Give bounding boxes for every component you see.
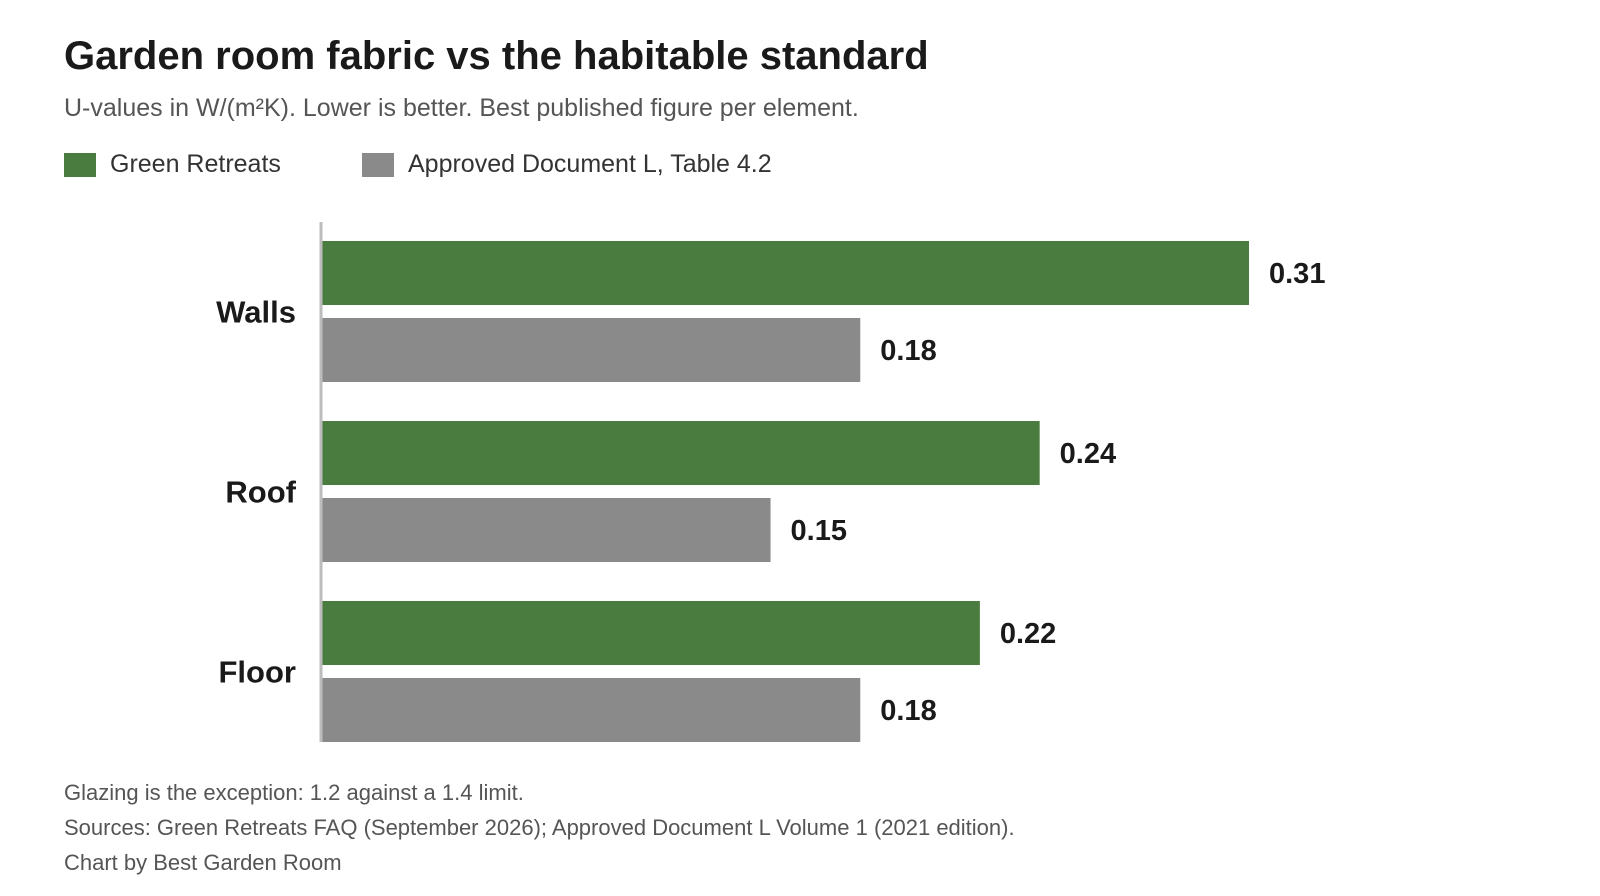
value-label-floor-approved-document-l-table-4-2: 0.18 xyxy=(880,695,936,727)
footnote-glazing: Glazing is the exception: 1.2 against a … xyxy=(64,780,524,805)
value-label-roof-approved-document-l-table-4-2: 0.15 xyxy=(791,515,847,547)
legend-item-approved-document-l: Approved Document L, Table 4.2 xyxy=(362,150,772,179)
bar-floor-approved-document-l-table-4-2 xyxy=(322,678,861,742)
legend-swatch-approved-document-l xyxy=(362,152,394,177)
bars-group xyxy=(322,241,1249,742)
legend-label-approved-document-l: Approved Document L, Table 4.2 xyxy=(408,150,772,178)
bar-roof-approved-document-l-table-4-2 xyxy=(322,498,771,562)
footnote-sources: Sources: Green Retreats FAQ (September 2… xyxy=(64,815,1015,840)
bar-walls-approved-document-l-table-4-2 xyxy=(322,318,861,382)
bar-floor-green-retreats xyxy=(322,601,980,665)
value-labels-group: 0.31 0.18 0.24 0.15 0.22 0.18 xyxy=(791,258,1326,727)
category-label-roof: Roof xyxy=(225,475,296,510)
category-label-floor: Floor xyxy=(219,655,297,690)
category-labels-group: Walls Roof Floor xyxy=(216,295,296,690)
value-label-walls-approved-document-l-table-4-2: 0.18 xyxy=(880,335,936,367)
bar-roof-green-retreats xyxy=(322,421,1040,485)
value-label-roof-green-retreats: 0.24 xyxy=(1060,438,1116,470)
chart-title: Garden room fabric vs the habitable stan… xyxy=(64,34,929,78)
value-label-floor-green-retreats: 0.22 xyxy=(1000,618,1056,650)
legend-label-green-retreats: Green Retreats xyxy=(110,150,281,178)
legend-swatch-green-retreats xyxy=(64,152,96,177)
chart-subtitle: U-values in W/(m²K). Lower is better. Be… xyxy=(64,94,859,122)
footnote-credit: Chart by Best Garden Room xyxy=(64,850,342,875)
bar-walls-green-retreats xyxy=(322,241,1249,305)
value-label-walls-green-retreats: 0.31 xyxy=(1269,258,1325,290)
legend-item-green-retreats: Green Retreats xyxy=(64,150,281,179)
category-label-walls: Walls xyxy=(216,295,296,330)
bar-chart: 0.31 0.18 0.24 0.15 0.22 0.18 Walls Roof Floor xyxy=(216,222,1326,742)
